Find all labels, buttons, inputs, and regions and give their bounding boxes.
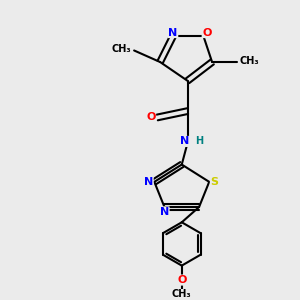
Text: CH₃: CH₃ bbox=[112, 44, 131, 54]
Text: O: O bbox=[146, 112, 156, 122]
Text: N: N bbox=[144, 177, 153, 187]
Text: O: O bbox=[202, 28, 212, 38]
Text: S: S bbox=[210, 177, 218, 187]
Text: N: N bbox=[169, 28, 178, 38]
Text: N: N bbox=[180, 136, 189, 146]
Text: CH₃: CH₃ bbox=[172, 290, 192, 299]
Text: CH₃: CH₃ bbox=[239, 56, 259, 66]
Text: O: O bbox=[177, 275, 187, 285]
Text: H: H bbox=[196, 136, 204, 146]
Text: N: N bbox=[160, 207, 169, 217]
